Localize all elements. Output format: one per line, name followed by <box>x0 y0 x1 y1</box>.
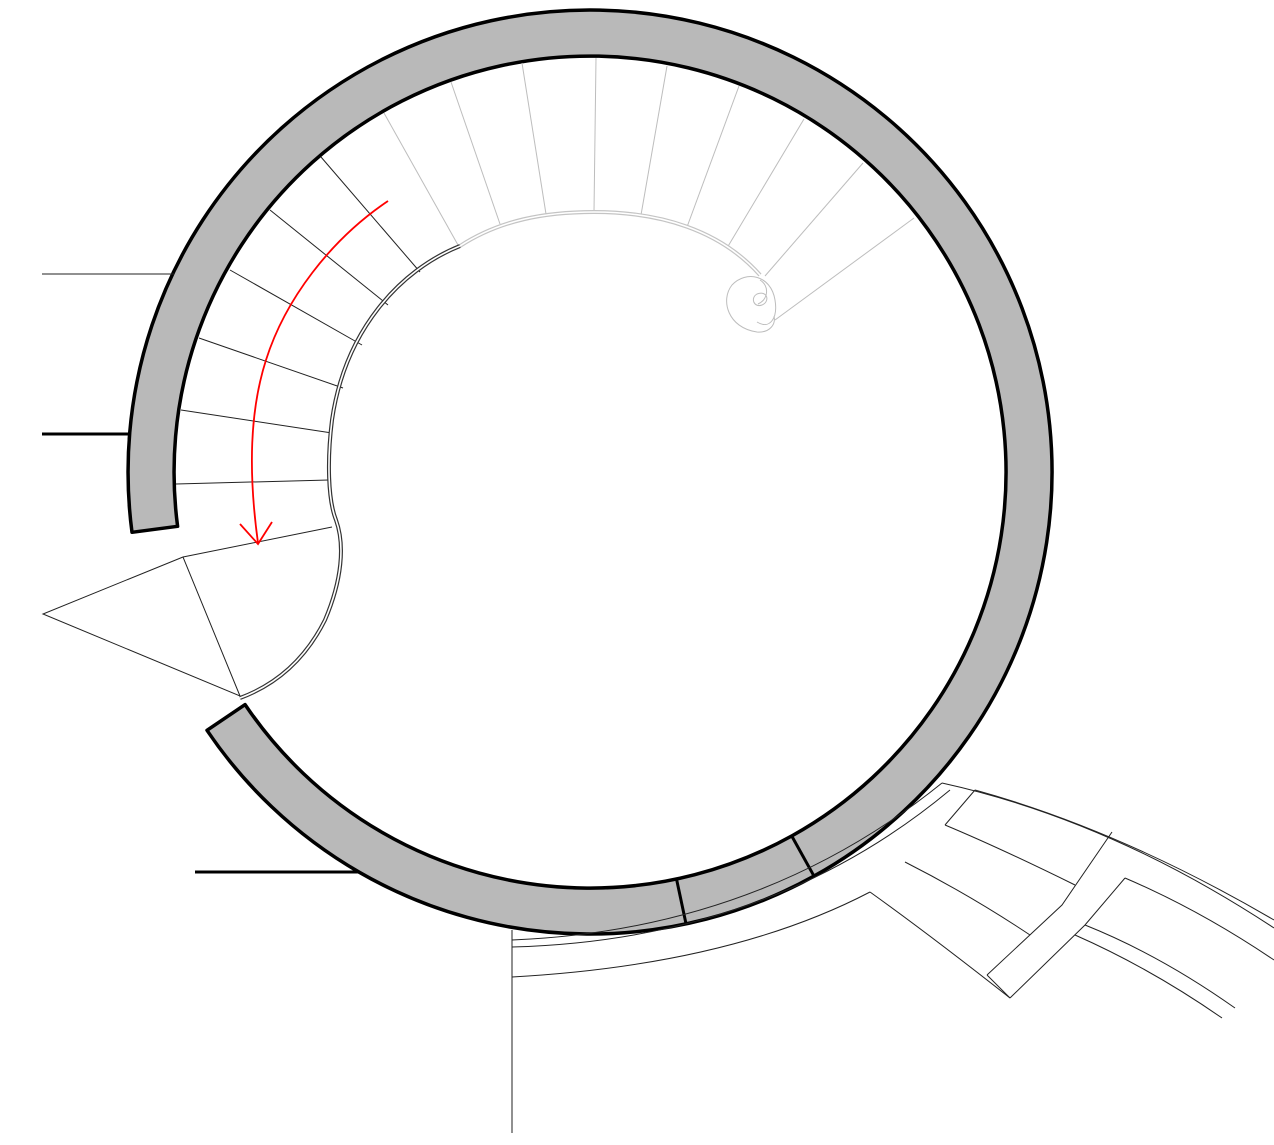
landing-outline <box>41 556 241 697</box>
step-lower-arc-1 <box>1084 924 1236 1009</box>
wall-joint-2 <box>790 835 816 877</box>
direction-arrow-head <box>239 521 273 546</box>
stair-tread-upper <box>764 162 864 277</box>
wall-band-main <box>126 8 1054 936</box>
step-outer-arc-3 <box>1124 877 1274 961</box>
stringer-cap <box>986 974 1011 999</box>
handrail-lower <box>239 244 461 700</box>
upper-flight-ghosted <box>383 57 915 321</box>
wall-stubs <box>42 273 513 1133</box>
volute-inner <box>757 279 767 305</box>
wall-joint-1 <box>675 878 688 925</box>
stair-tread-upper <box>383 112 459 246</box>
inner-handrail <box>239 209 762 700</box>
outer-path-edge-2 <box>511 789 951 948</box>
stair-tread-upper <box>686 85 740 228</box>
spiral-stair-treads <box>175 156 421 485</box>
outer-path-edge-1 <box>511 782 943 941</box>
handrail-upper-inner <box>459 211 761 276</box>
circular-wall <box>126 8 1054 936</box>
handrail-upper <box>458 209 762 277</box>
volute-outer <box>726 276 777 333</box>
step-outer-arc-2 <box>974 789 1274 921</box>
curved-exterior-steps <box>511 782 1274 1019</box>
direction-arrow-curve <box>251 200 389 544</box>
stair-tread <box>180 409 333 434</box>
stair-tread-upper <box>774 217 915 321</box>
tread-riser-1 <box>944 789 976 826</box>
tread-2 <box>904 861 1031 936</box>
volute-eye <box>752 292 768 307</box>
stair-tread-upper <box>640 65 668 216</box>
stair-tread-upper <box>726 118 805 249</box>
outer-path-edge-3 <box>511 891 871 978</box>
step-outer-arc <box>941 782 1274 929</box>
stair-tread <box>269 209 389 306</box>
step-lower-arc-2 <box>1074 934 1223 1019</box>
step-side-lower <box>869 891 1011 999</box>
stair-tread <box>198 337 344 389</box>
stair-tread <box>229 269 363 346</box>
stair-tread-upper <box>593 57 597 213</box>
handrail-volute <box>726 276 777 333</box>
tread-1 <box>944 824 1076 886</box>
stair-tread-upper <box>521 62 547 215</box>
stringer-1 <box>986 831 1113 976</box>
direction-arrow <box>239 200 389 546</box>
handrail-lower-inner <box>239 245 461 699</box>
stair-tread-upper <box>450 81 501 225</box>
